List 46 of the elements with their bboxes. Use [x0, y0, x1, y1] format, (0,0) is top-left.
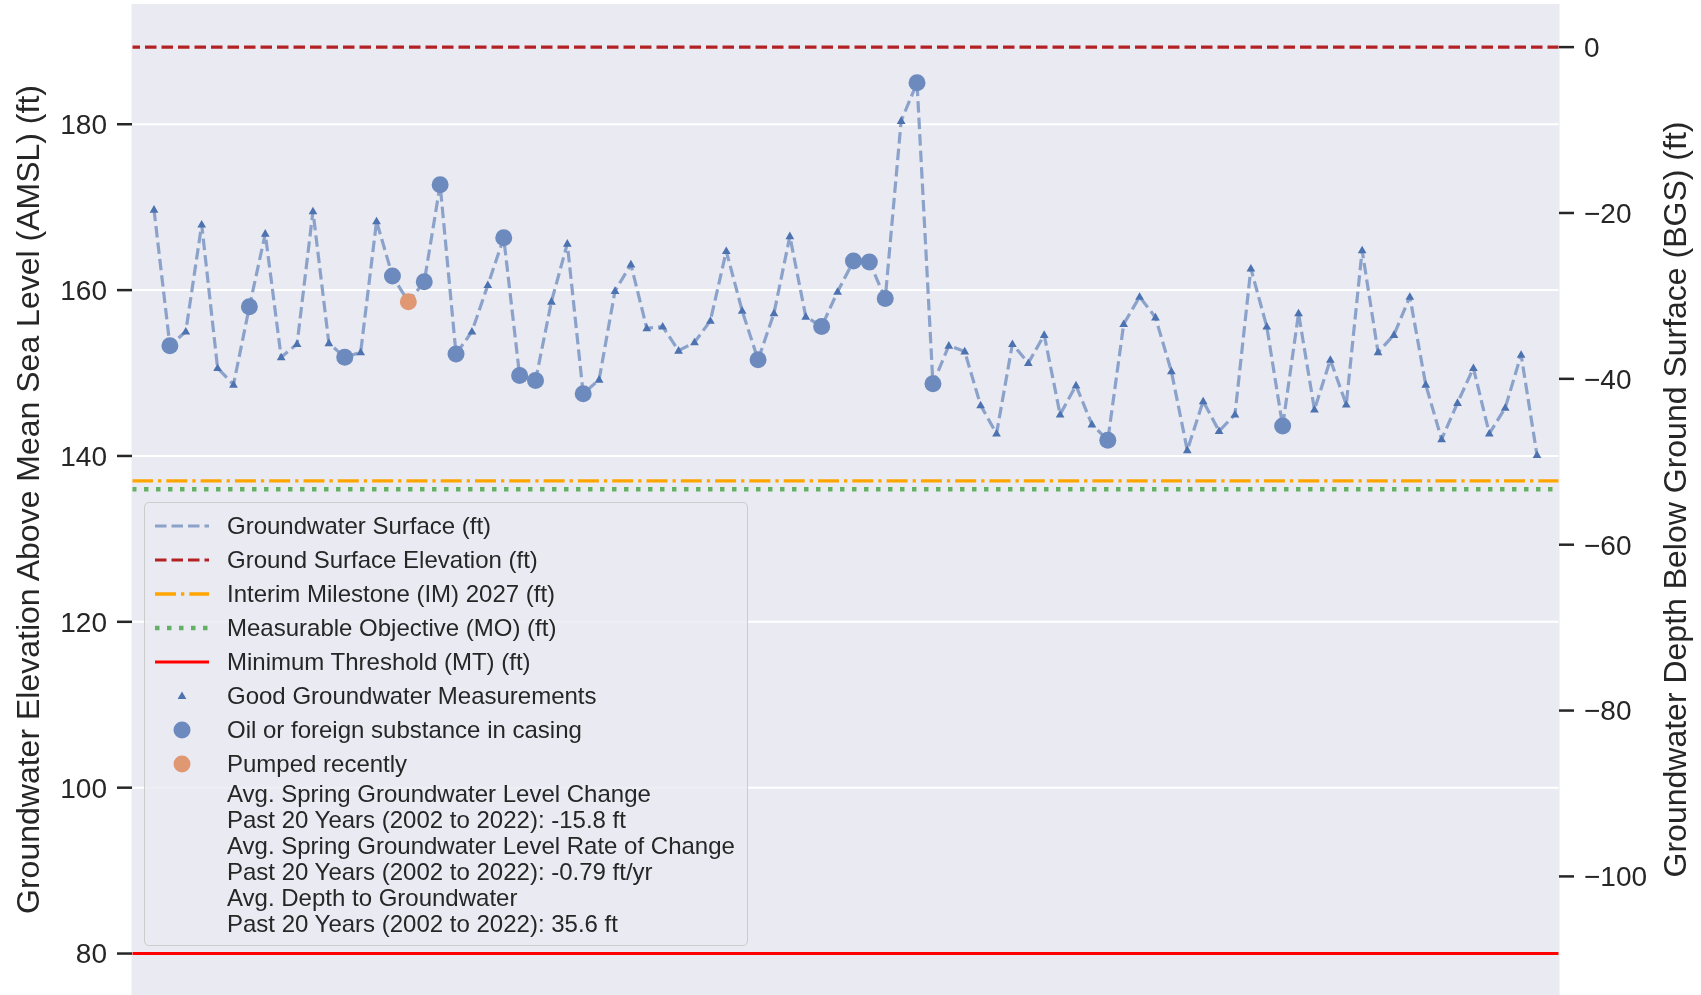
y-tick-label: 100	[60, 772, 107, 804]
point	[876, 289, 894, 307]
point	[431, 176, 449, 194]
point	[383, 267, 401, 285]
point	[415, 273, 433, 291]
annotation: Avg. Spring Groundwater Level Rate of Change Past 20 Years (2002 to 2022): -0.79 ft/yr	[227, 832, 735, 885]
legend-label: Groundwater Surface (ft)	[227, 512, 492, 539]
y2-tick-label: −60	[1584, 529, 1632, 561]
y2-tick-label: −100	[1584, 861, 1648, 893]
point	[924, 375, 942, 393]
legend-label: Ground Surface Elevation (ft)	[227, 546, 538, 573]
legend-label: Good Groundwater Measurements	[227, 682, 597, 709]
point	[161, 337, 179, 355]
legend-label: Pumped recently	[227, 750, 408, 777]
point	[336, 348, 354, 366]
point	[1274, 417, 1292, 435]
point	[844, 252, 862, 270]
y-tick-label: 120	[60, 606, 107, 638]
y-tick-label: 180	[60, 109, 107, 141]
annotation: Avg. Depth to Groundwater Past 20 Years (2002 to 2022): 35.6 ft	[227, 884, 618, 937]
point	[749, 351, 767, 369]
point	[908, 74, 926, 92]
point	[447, 345, 465, 363]
point	[813, 318, 831, 336]
y2-tick-label: −40	[1584, 363, 1632, 395]
point	[399, 293, 417, 311]
y-tick-label: 160	[60, 275, 107, 307]
legend-label: Minimum Threshold (MT) (ft)	[227, 648, 531, 675]
legend-label: Oil or foreign substance in casing	[227, 716, 582, 743]
y-axis-title: Groundwater Elevation Above Mean Sea Level (AMSL) (ft)	[10, 85, 46, 914]
point	[495, 229, 513, 247]
point	[511, 367, 529, 385]
annotation: Avg. Spring Groundwater Level Change Past 20 Years (2002 to 2022): -15.8 ft	[227, 780, 651, 833]
point	[860, 253, 878, 271]
y2-tick-label: −80	[1584, 695, 1632, 727]
point	[1099, 431, 1117, 449]
point	[240, 298, 258, 316]
legend-label: Measurable Objective (MO) (ft)	[227, 614, 557, 641]
point	[527, 372, 545, 389]
y-tick-label: 80	[75, 938, 107, 970]
y-tick-label: 140	[60, 440, 107, 472]
y2-axis-title: Groundwater Depth Below Ground Surface (BGS) (ft)	[1657, 121, 1693, 878]
legend-label: Interim Milestone (IM) 2027 (ft)	[227, 580, 556, 607]
point	[574, 385, 592, 403]
y2-tick-label: −20	[1584, 197, 1632, 229]
y2-tick-label: 0	[1584, 32, 1600, 64]
